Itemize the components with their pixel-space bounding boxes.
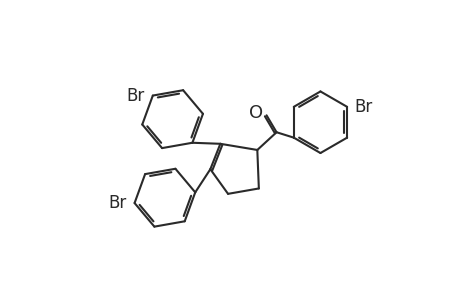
Text: Br: Br [108,194,127,212]
Text: Br: Br [354,98,372,116]
Text: Br: Br [127,87,145,105]
Text: O: O [249,104,263,122]
